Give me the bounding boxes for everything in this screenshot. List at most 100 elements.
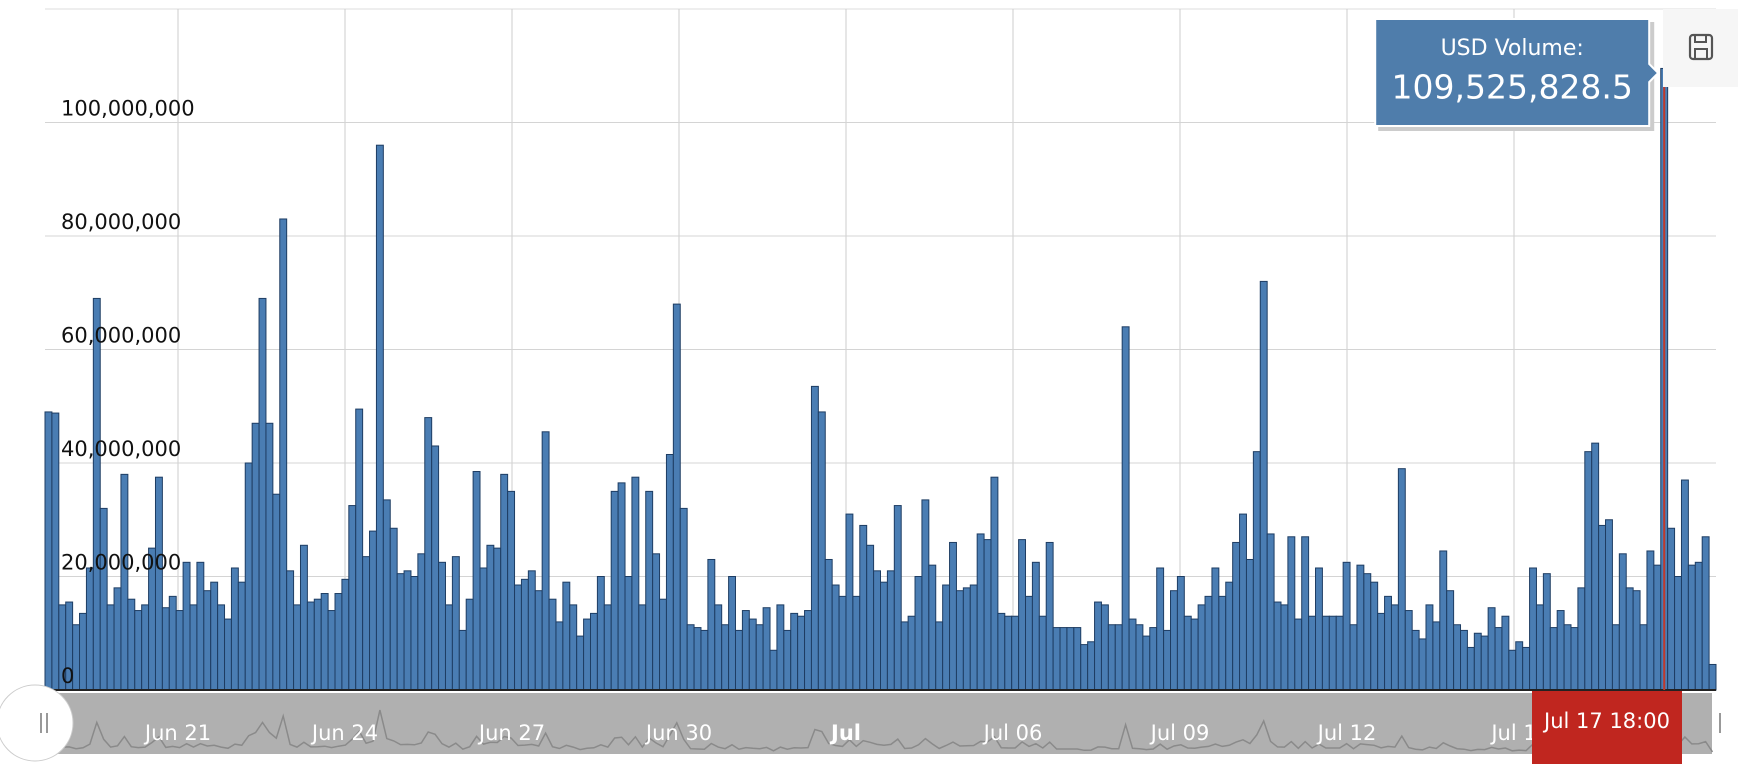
bar xyxy=(1549,627,1558,691)
bar xyxy=(1163,629,1172,691)
bar xyxy=(1294,618,1303,691)
bar xyxy=(1342,561,1351,691)
bar xyxy=(79,612,87,691)
bar xyxy=(520,578,529,691)
bar xyxy=(217,604,226,691)
bar xyxy=(790,612,799,691)
bar xyxy=(983,539,992,691)
bar xyxy=(341,578,350,691)
bar xyxy=(1025,595,1033,691)
bar xyxy=(617,482,626,691)
bar xyxy=(479,567,488,691)
bar xyxy=(1018,539,1027,691)
bar xyxy=(299,544,308,691)
bar xyxy=(1128,618,1137,691)
y-tick-label: 40,000,000 xyxy=(61,437,181,461)
bar xyxy=(976,533,985,691)
bar xyxy=(1038,615,1047,691)
bar xyxy=(410,576,419,691)
bar xyxy=(486,544,495,691)
bar xyxy=(320,593,329,691)
bar xyxy=(962,587,971,691)
save-icon-slot xyxy=(1694,34,1707,43)
bar xyxy=(1259,280,1268,691)
bar xyxy=(1301,536,1310,691)
bar xyxy=(852,595,861,691)
bar xyxy=(196,561,205,691)
bar xyxy=(500,473,509,691)
bar xyxy=(1432,621,1441,691)
bar xyxy=(182,561,191,691)
navigator-label: Jul xyxy=(829,721,861,745)
bar xyxy=(1425,604,1434,691)
bar xyxy=(880,581,888,691)
bar xyxy=(1149,627,1158,691)
save-icon-label xyxy=(1694,48,1708,60)
bar xyxy=(396,573,405,691)
bar xyxy=(1197,604,1206,691)
bar xyxy=(859,524,868,691)
bar xyxy=(610,490,619,691)
y-tick-label: 20,000,000 xyxy=(61,551,181,575)
bar xyxy=(1011,615,1020,691)
bar xyxy=(1363,573,1372,691)
bar xyxy=(1121,326,1130,691)
bar xyxy=(1418,638,1427,691)
bar xyxy=(424,417,433,691)
bar xyxy=(1570,627,1579,691)
bar xyxy=(1611,624,1620,691)
bar xyxy=(714,604,723,691)
navigator-handle[interactable] xyxy=(0,684,74,762)
bar xyxy=(369,530,377,691)
bar xyxy=(438,561,446,691)
bar xyxy=(1701,536,1710,691)
bar xyxy=(493,547,502,691)
navigator-label: Jun 27 xyxy=(477,721,545,745)
bar xyxy=(1273,601,1282,691)
bar xyxy=(900,621,909,691)
bar xyxy=(1674,576,1682,691)
bar xyxy=(1315,567,1323,691)
bar xyxy=(990,476,999,691)
bar xyxy=(258,297,267,691)
bar xyxy=(1680,479,1689,691)
bar xyxy=(700,629,709,691)
bar xyxy=(1653,564,1662,691)
bar xyxy=(389,527,398,691)
navigator[interactable]: Jun 21 Jun 24 Jun 27 Jun 30 Jul Jul 06 Jul 09 J… xyxy=(0,684,1721,764)
bar xyxy=(1404,610,1413,691)
bar xyxy=(1059,627,1068,691)
bar xyxy=(1508,649,1517,691)
bar xyxy=(507,490,516,691)
bar xyxy=(1535,604,1544,691)
bar xyxy=(949,541,957,691)
bar xyxy=(1211,567,1220,691)
bar xyxy=(721,624,730,691)
bar xyxy=(1328,615,1337,691)
bar xyxy=(1052,627,1061,691)
bar xyxy=(624,576,633,691)
bar xyxy=(272,493,281,691)
bar xyxy=(672,303,681,691)
bar xyxy=(120,473,129,691)
bar xyxy=(1245,558,1254,691)
bar xyxy=(1232,541,1241,691)
bar xyxy=(1473,632,1482,691)
bar xyxy=(631,476,640,691)
navigator-bg[interactable] xyxy=(22,693,1712,754)
bar xyxy=(348,505,357,691)
bar xyxy=(293,604,301,691)
save-button[interactable] xyxy=(1663,9,1738,87)
bar xyxy=(1446,590,1455,691)
bar xyxy=(1156,567,1165,691)
bar xyxy=(161,607,170,691)
bar xyxy=(210,581,219,691)
bar xyxy=(362,556,371,691)
bar xyxy=(1239,513,1247,691)
bar xyxy=(1646,550,1655,691)
bar xyxy=(679,507,688,691)
bar xyxy=(1522,646,1531,691)
bar xyxy=(286,570,295,691)
bar xyxy=(1087,641,1096,691)
bar xyxy=(1466,646,1475,691)
